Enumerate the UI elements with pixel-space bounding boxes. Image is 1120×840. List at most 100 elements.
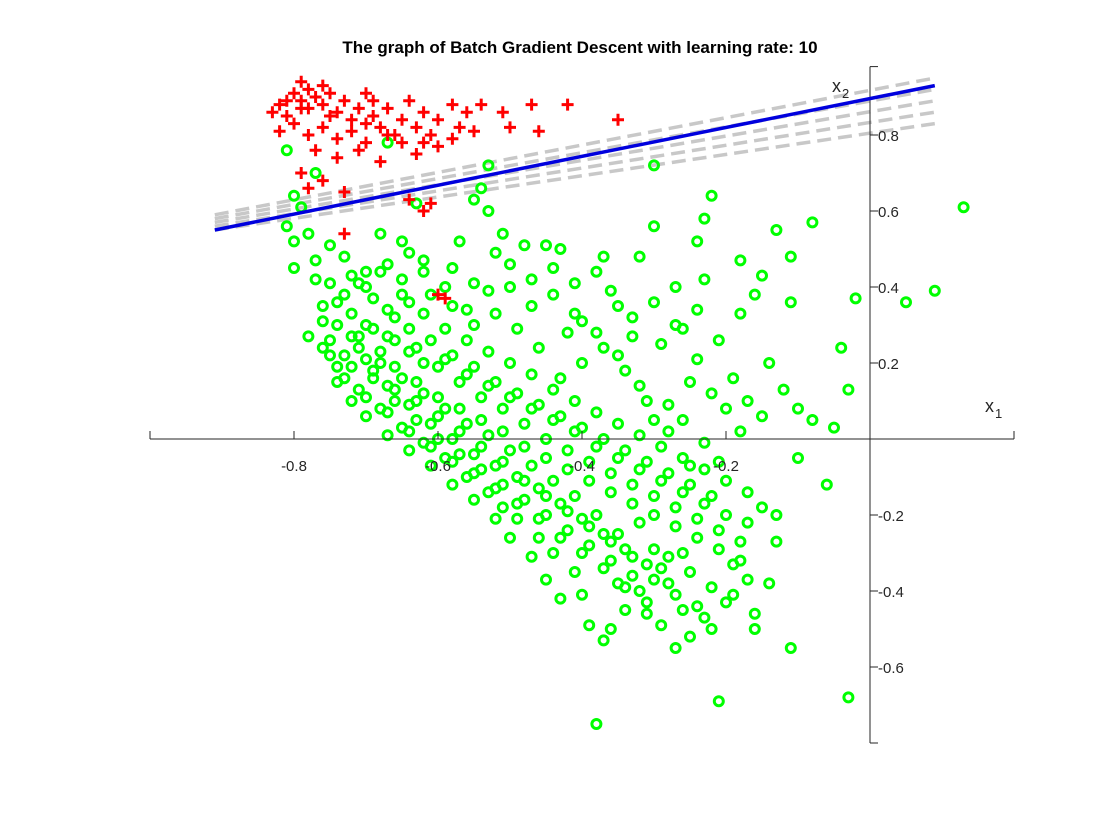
negative-point (568, 425, 581, 438)
negative-point (734, 254, 747, 267)
negative-point (583, 520, 596, 533)
negative-point (432, 360, 444, 373)
negative-point (712, 334, 725, 347)
negative-point (504, 258, 516, 271)
positive-point (316, 174, 329, 187)
negative-point (453, 402, 466, 415)
negative-point (619, 444, 632, 457)
negative-point (720, 596, 732, 609)
negative-point (662, 467, 675, 480)
negative-point (388, 360, 401, 373)
negative-point (518, 474, 531, 487)
negative-point (511, 497, 524, 510)
negative-point (705, 387, 718, 400)
negative-point (698, 212, 711, 225)
x-axis-label-subscript: 1 (995, 406, 1002, 421)
negative-point (410, 414, 423, 426)
negative-point (424, 459, 437, 472)
positive-point (331, 132, 344, 145)
chart-title: The graph of Batch Gradient Descent with… (342, 38, 817, 57)
negative-point (331, 296, 344, 309)
negative-point (720, 402, 732, 415)
negative-point (309, 273, 322, 286)
negative-point (561, 505, 574, 518)
negative-point (288, 262, 300, 274)
negative-point (403, 444, 416, 457)
negative-point (540, 490, 552, 502)
negative-point (604, 554, 617, 567)
negative-point (525, 459, 538, 472)
negative-point (309, 254, 322, 267)
x-tick-label: -0.2 (713, 458, 739, 475)
y-tick-label: 0.6 (878, 204, 899, 221)
negative-point (590, 326, 603, 339)
negative-point (770, 535, 783, 548)
negative-point (676, 322, 689, 335)
negative-point (676, 547, 689, 559)
positive-point (273, 98, 286, 111)
negative-point (676, 452, 689, 464)
negative-point (626, 478, 639, 491)
negative-point (525, 402, 538, 415)
negative-point (734, 307, 747, 320)
negative-point (410, 376, 423, 388)
negative-point (388, 383, 401, 396)
negative-point (360, 391, 372, 404)
negative-point (604, 535, 617, 548)
negative-point (388, 311, 401, 324)
negative-point (489, 482, 502, 495)
negative-point (460, 334, 473, 347)
negative-point (525, 300, 538, 312)
negative-point (345, 269, 358, 282)
positive-point (345, 125, 358, 138)
negative-point (576, 357, 588, 369)
negative-point (547, 474, 560, 487)
negative-point (460, 303, 473, 316)
negative-point (432, 391, 444, 404)
positive-point (410, 121, 423, 134)
positive-point (288, 117, 300, 130)
negative-point (828, 421, 840, 434)
negative-point (576, 588, 588, 601)
negative-point (777, 383, 790, 396)
positive-point (496, 106, 509, 119)
negative-point (468, 193, 480, 206)
positive-point (309, 91, 322, 103)
negative-point (669, 281, 682, 293)
negative-point (619, 543, 632, 556)
negative-point (763, 577, 776, 590)
negative-point (518, 417, 531, 430)
negative-point (633, 379, 646, 392)
negative-point (496, 501, 509, 514)
positive-point (417, 136, 430, 149)
positive-point (309, 144, 322, 157)
positive-point (439, 292, 452, 305)
negative-point (547, 383, 560, 396)
negative-point (720, 509, 732, 521)
positive-point (360, 87, 372, 100)
negative-point (633, 463, 646, 476)
negative-point (324, 277, 336, 290)
negative-point (734, 425, 747, 438)
negative-point (583, 474, 596, 487)
negative-point (655, 619, 668, 632)
x-axis-label: x1 (985, 396, 1002, 421)
negative-point (403, 425, 416, 438)
negative-point (453, 425, 466, 438)
positive-point (367, 110, 380, 122)
negative-point (763, 357, 776, 369)
previous-boundary-line (214, 121, 936, 232)
negative-point (698, 273, 711, 286)
negative-point (633, 585, 646, 597)
positive-point (352, 144, 365, 157)
negative-point (403, 345, 416, 358)
y-tick-label: -0.4 (878, 584, 904, 601)
negative-point (482, 429, 495, 442)
negative-point (626, 330, 639, 343)
positive-point (475, 98, 488, 111)
y-axis-label: x2 (832, 76, 849, 101)
positive-point (424, 129, 437, 141)
negative-point (496, 227, 509, 240)
negative-point (648, 543, 660, 556)
positive-point (453, 121, 466, 134)
